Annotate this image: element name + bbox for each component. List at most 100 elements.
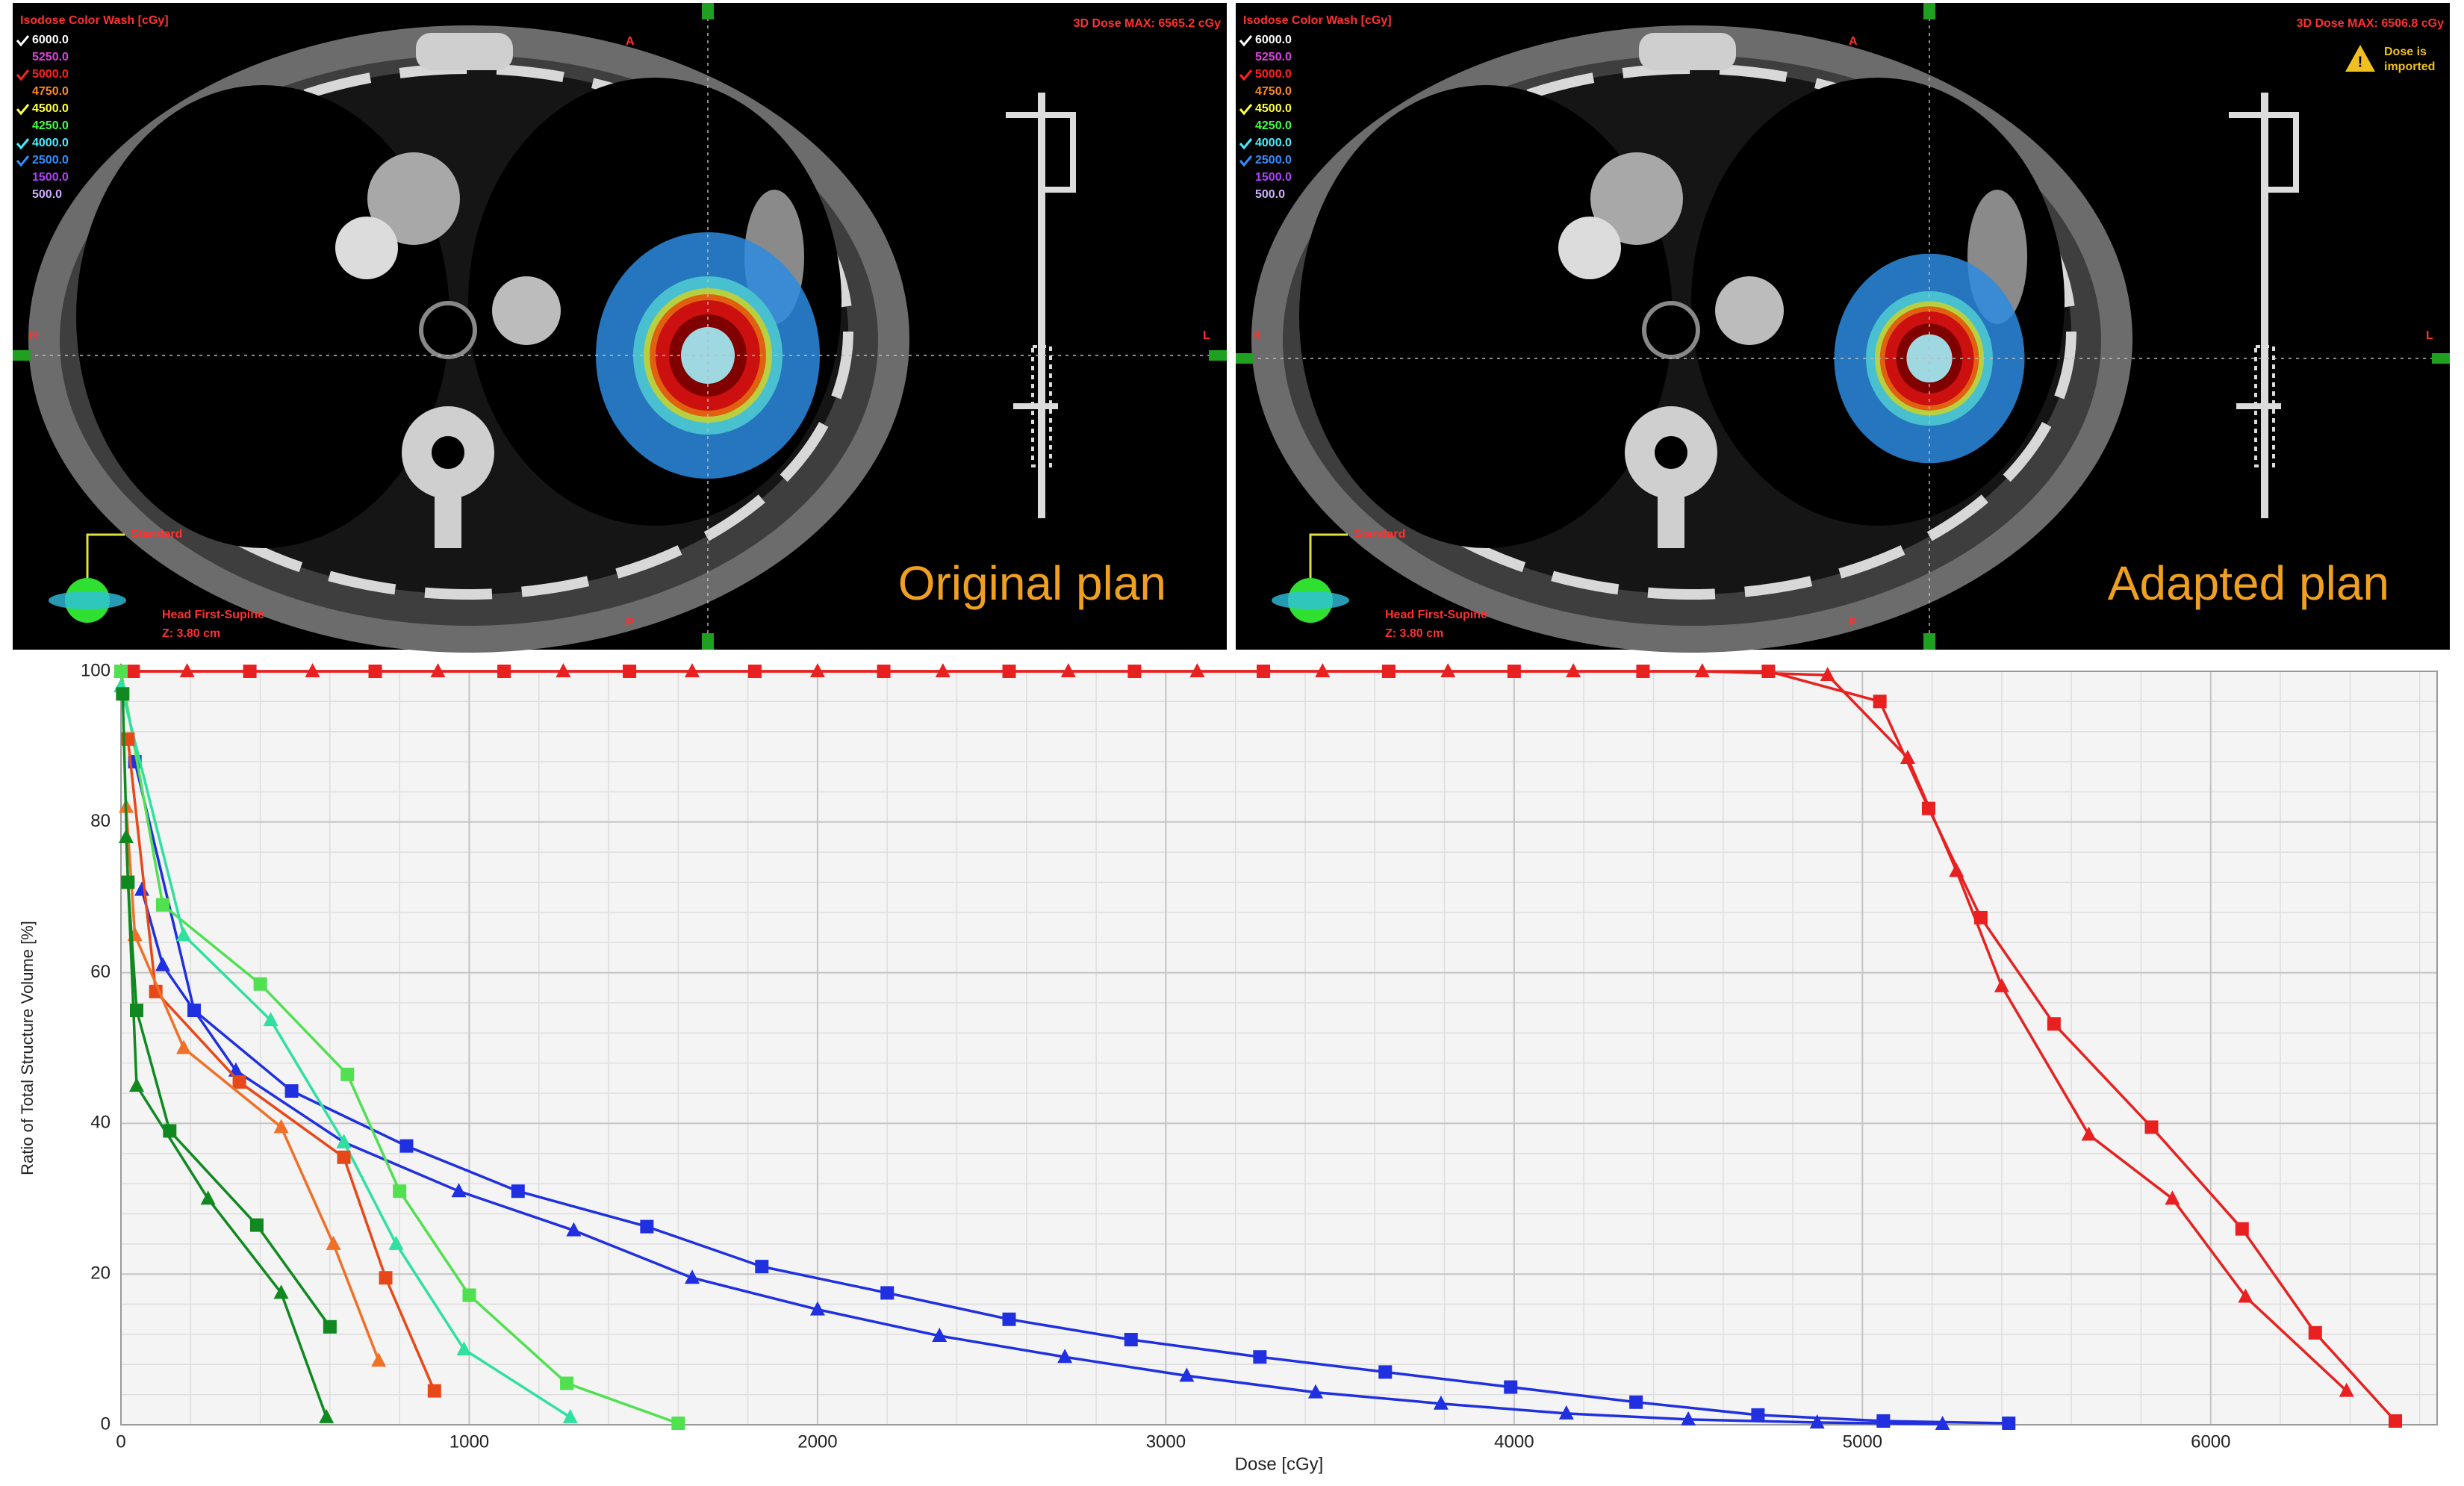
square-marker bbox=[2144, 1120, 2159, 1134]
triangle-marker bbox=[1433, 1395, 1449, 1410]
square-marker bbox=[323, 1319, 337, 1334]
square-marker bbox=[253, 977, 267, 991]
y-tick-label: 0 bbox=[101, 1414, 111, 1434]
notice-text: imported bbox=[2384, 60, 2435, 73]
triangle-marker bbox=[273, 1284, 289, 1299]
level-label: 4250.0 bbox=[32, 119, 69, 132]
couch-scale bbox=[2254, 345, 2275, 467]
triangle-marker bbox=[451, 1183, 467, 1198]
square-marker bbox=[284, 1084, 299, 1098]
patient-position: Head First-Supine bbox=[162, 609, 264, 621]
square-marker bbox=[560, 1376, 574, 1390]
crosshair-handle bbox=[2432, 353, 2450, 364]
ct-view-original: Isodose Color Wash [cGy] 6000.0 5250.0 5000… bbox=[13, 3, 1227, 653]
triangle-marker bbox=[118, 828, 134, 843]
square-marker bbox=[379, 1271, 393, 1285]
triangle-marker bbox=[1558, 1405, 1574, 1420]
square-marker bbox=[116, 687, 130, 701]
orientation-left: L bbox=[2426, 329, 2433, 342]
warning-mark: ! bbox=[2358, 54, 2363, 70]
triangle-marker bbox=[336, 1134, 352, 1148]
triangle-marker bbox=[809, 1301, 825, 1316]
couch-scale bbox=[1031, 345, 1052, 467]
triangle-marker bbox=[273, 1119, 289, 1134]
triangle-marker bbox=[1949, 862, 1964, 877]
level-checkmark bbox=[16, 69, 30, 81]
square-marker bbox=[1876, 1414, 1891, 1428]
triangle-marker bbox=[562, 1408, 578, 1423]
orientation-anterior: A bbox=[626, 35, 635, 48]
lung-right bbox=[76, 85, 449, 548]
square-marker bbox=[155, 898, 169, 912]
triangle-marker bbox=[263, 1012, 279, 1027]
aorta-branch bbox=[335, 217, 398, 279]
level-label: 4750.0 bbox=[1255, 85, 1292, 98]
couch-bracket bbox=[2229, 112, 2299, 409]
lung-right bbox=[1299, 85, 1673, 548]
crosshair-handle bbox=[1209, 350, 1227, 361]
dose-max: 3D Dose MAX: 6565.2 cGy bbox=[1074, 17, 1222, 30]
isodose-wash bbox=[1906, 334, 1953, 383]
level-checkmark bbox=[16, 104, 30, 116]
level-label: 500.0 bbox=[32, 188, 62, 201]
slice-position: Z: 3.80 cm bbox=[1385, 627, 1443, 640]
triangle-marker bbox=[935, 663, 951, 677]
square-marker bbox=[671, 1416, 685, 1430]
x-tick-label: 1000 bbox=[449, 1431, 489, 1452]
view-name: Standard bbox=[1354, 528, 1405, 541]
triangle-marker bbox=[1694, 663, 1710, 677]
square-marker bbox=[1378, 1365, 1393, 1379]
level-checkmark bbox=[1239, 155, 1253, 167]
square-marker bbox=[755, 1260, 769, 1274]
orientation-right: R bbox=[29, 329, 38, 342]
level-label: 5000.0 bbox=[1255, 68, 1292, 81]
triangle-marker bbox=[1307, 1384, 1323, 1399]
triangle-marker bbox=[319, 1408, 335, 1423]
square-marker bbox=[340, 1067, 355, 1081]
legend-title: Isodose Color Wash [cGy] bbox=[20, 14, 169, 27]
square-marker bbox=[1873, 694, 1887, 709]
square-marker bbox=[640, 1219, 654, 1234]
plot-area bbox=[121, 671, 2437, 1425]
level-label: 6000.0 bbox=[1255, 34, 1292, 46]
spinal-canal bbox=[1655, 436, 1687, 469]
view-leader bbox=[86, 533, 125, 578]
crosshair-handle bbox=[702, 3, 714, 19]
square-marker bbox=[337, 1150, 351, 1164]
x-tick-label: 3000 bbox=[1146, 1431, 1186, 1452]
level-label: 5000.0 bbox=[32, 68, 69, 81]
level-checkmark bbox=[1239, 69, 1253, 81]
crosshair-handle bbox=[13, 350, 31, 361]
y-tick-label: 60 bbox=[90, 962, 111, 982]
triangle-marker bbox=[430, 663, 446, 677]
x-tick-label: 4000 bbox=[1494, 1431, 1534, 1452]
legend-title: Isodose Color Wash [cGy] bbox=[1243, 14, 1392, 27]
notice-text: Dose is bbox=[2384, 46, 2427, 58]
square-marker bbox=[1253, 1350, 1267, 1364]
x-tick-label: 2000 bbox=[797, 1431, 837, 1452]
level-label: 6000.0 bbox=[32, 34, 69, 46]
level-label: 5250.0 bbox=[1255, 51, 1292, 63]
level-label: 4500.0 bbox=[1255, 102, 1292, 115]
triangle-marker bbox=[1809, 1414, 1825, 1429]
triangle-marker bbox=[128, 1077, 144, 1092]
level-label: 4000.0 bbox=[32, 137, 69, 149]
y-tick-label: 100 bbox=[81, 660, 111, 680]
trachea bbox=[419, 301, 477, 359]
couch-rail bbox=[1038, 93, 1045, 518]
triangle-marker bbox=[1179, 1367, 1195, 1382]
triangle-marker bbox=[305, 663, 320, 677]
trachea bbox=[1642, 301, 1700, 359]
view-leader bbox=[1309, 533, 1348, 578]
triangle-marker bbox=[1315, 663, 1331, 677]
triangle-marker bbox=[1566, 663, 1581, 677]
dvh-curve bbox=[125, 806, 380, 1361]
plan-caption: Adapted plan bbox=[2108, 556, 2389, 610]
couch-bracket bbox=[1006, 112, 1076, 409]
patient-position: Head First-Supine bbox=[1385, 609, 1487, 621]
triangle-marker bbox=[1681, 1411, 1696, 1426]
plan-caption: Original plan bbox=[898, 556, 1166, 610]
couch-rail bbox=[2261, 93, 2268, 518]
triangle-marker bbox=[200, 1190, 216, 1205]
triangle-marker bbox=[1440, 663, 1456, 677]
